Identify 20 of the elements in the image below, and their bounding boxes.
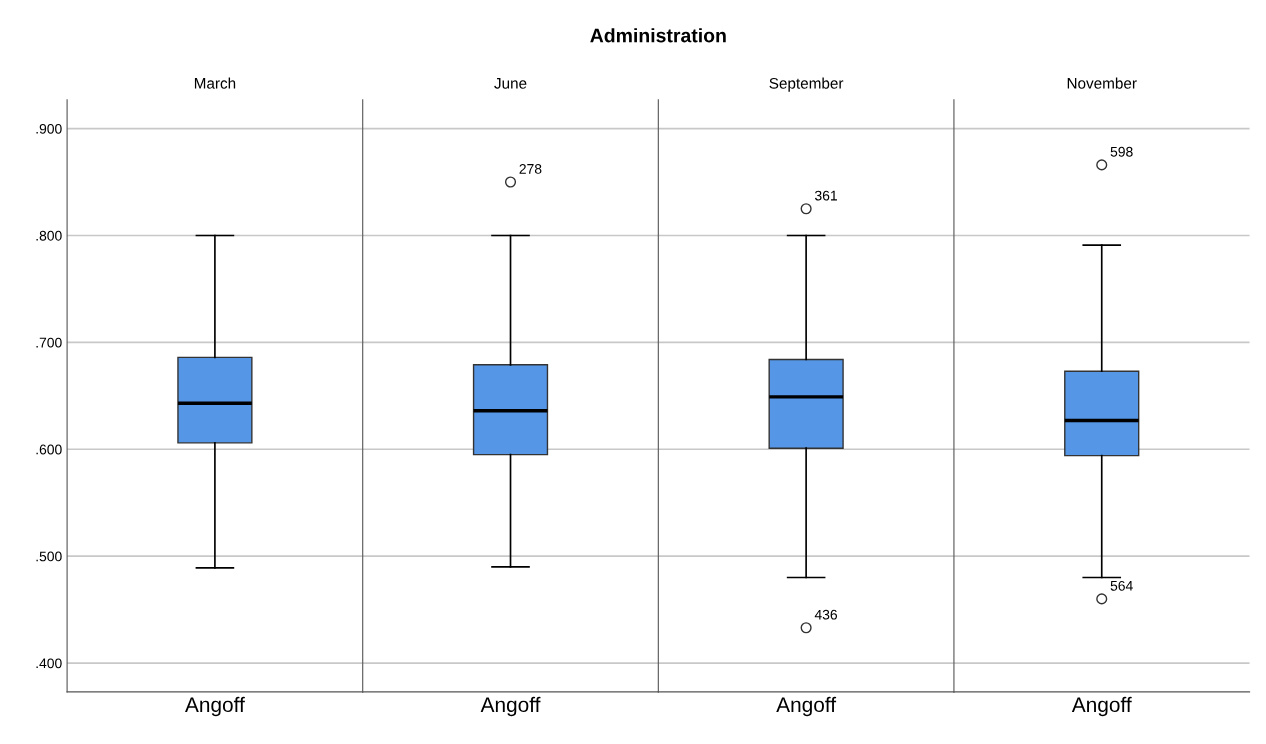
annotation: 436 <box>814 609 838 620</box>
annotation: 598 <box>1110 146 1133 157</box>
annotation: 361 <box>814 190 837 201</box>
chart-subtitle: June <box>494 78 527 89</box>
annotation: 564 <box>1110 580 1133 591</box>
y-tick-label: .400 <box>36 658 62 669</box>
y-tick-label: .700 <box>36 337 62 348</box>
chart-subtitle: November <box>1067 77 1137 89</box>
annotation: 278 <box>519 163 542 174</box>
y-tick-label: .500 <box>36 551 62 562</box>
y-tick-label: .600 <box>36 444 62 455</box>
x-tick-label: Angoff <box>185 696 245 717</box>
x-tick-label: Angoff <box>1071 696 1132 717</box>
y-tick-label: .900 <box>36 123 62 134</box>
x-tick-label: Angoff <box>776 696 837 717</box>
x-tick-label: Angoff <box>480 696 541 717</box>
chart-subtitle: March <box>194 77 236 89</box>
y-tick-label: .800 <box>36 230 62 241</box>
text: Administration <box>590 28 726 43</box>
chart-subtitle: September <box>769 77 844 92</box>
